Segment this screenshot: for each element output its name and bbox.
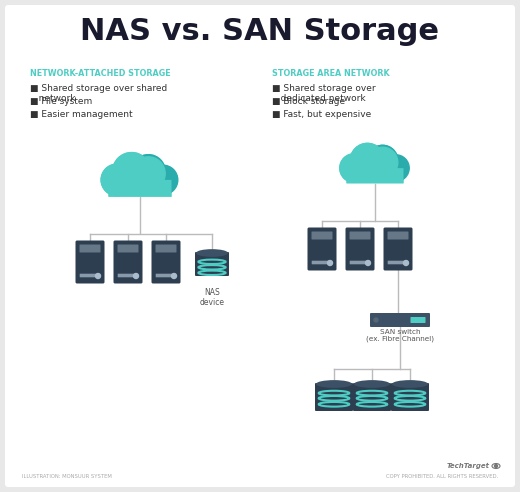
Circle shape — [383, 155, 409, 182]
FancyBboxPatch shape — [345, 227, 374, 271]
Circle shape — [101, 164, 133, 196]
Circle shape — [101, 164, 133, 196]
FancyBboxPatch shape — [151, 241, 180, 283]
Text: NETWORK-ATTACHED STORAGE: NETWORK-ATTACHED STORAGE — [30, 69, 171, 79]
FancyBboxPatch shape — [155, 245, 176, 252]
FancyBboxPatch shape — [387, 232, 409, 240]
FancyBboxPatch shape — [118, 245, 138, 252]
Circle shape — [328, 260, 332, 266]
FancyBboxPatch shape — [195, 252, 229, 276]
FancyBboxPatch shape — [118, 274, 138, 277]
FancyBboxPatch shape — [307, 227, 336, 271]
FancyBboxPatch shape — [349, 232, 370, 240]
Circle shape — [134, 274, 138, 278]
Circle shape — [350, 143, 384, 178]
FancyBboxPatch shape — [109, 178, 172, 197]
FancyBboxPatch shape — [384, 227, 412, 271]
Circle shape — [113, 153, 150, 190]
FancyBboxPatch shape — [346, 166, 404, 184]
Text: ■ Fast, but expensive: ■ Fast, but expensive — [272, 110, 371, 119]
Circle shape — [132, 157, 165, 190]
Text: NAS vs. SAN Storage: NAS vs. SAN Storage — [81, 18, 439, 47]
Circle shape — [368, 145, 398, 176]
FancyBboxPatch shape — [311, 232, 332, 240]
FancyBboxPatch shape — [155, 274, 176, 277]
Text: STORAGE AREA NETWORK: STORAGE AREA NETWORK — [272, 69, 389, 79]
FancyBboxPatch shape — [346, 168, 404, 184]
FancyBboxPatch shape — [315, 383, 353, 411]
FancyBboxPatch shape — [80, 274, 100, 277]
Text: TechTarget: TechTarget — [447, 463, 490, 469]
Text: ■ File system: ■ File system — [30, 97, 92, 106]
Ellipse shape — [196, 249, 228, 257]
Circle shape — [340, 154, 368, 183]
FancyBboxPatch shape — [410, 317, 425, 323]
Circle shape — [132, 154, 165, 188]
FancyBboxPatch shape — [349, 261, 370, 264]
Circle shape — [374, 318, 378, 322]
Text: NAS
device: NAS device — [200, 288, 225, 308]
FancyBboxPatch shape — [113, 241, 142, 283]
FancyBboxPatch shape — [311, 261, 332, 264]
FancyBboxPatch shape — [109, 180, 172, 197]
Circle shape — [368, 145, 398, 176]
Circle shape — [350, 143, 384, 178]
Text: ■ Block storage: ■ Block storage — [272, 97, 345, 106]
FancyBboxPatch shape — [353, 383, 391, 411]
Ellipse shape — [392, 380, 428, 388]
FancyBboxPatch shape — [370, 313, 430, 327]
Text: ■ Easier management: ■ Easier management — [30, 110, 133, 119]
FancyBboxPatch shape — [80, 245, 100, 252]
Circle shape — [148, 165, 178, 195]
Ellipse shape — [354, 380, 390, 388]
FancyBboxPatch shape — [75, 241, 105, 283]
Text: ■ Shared storage over
   dedicated network: ■ Shared storage over dedicated network — [272, 84, 375, 103]
Circle shape — [96, 274, 100, 278]
FancyBboxPatch shape — [5, 5, 515, 487]
Circle shape — [368, 147, 398, 178]
Text: ILLUSTRATION: MONSUUR SYSTEM: ILLUSTRATION: MONSUUR SYSTEM — [22, 473, 112, 479]
Circle shape — [366, 260, 370, 266]
Circle shape — [172, 274, 176, 278]
Circle shape — [404, 260, 409, 266]
Circle shape — [113, 153, 150, 190]
Text: COPY PROHIBITED. ALL RIGHTS RESERVED.: COPY PROHIBITED. ALL RIGHTS RESERVED. — [386, 473, 498, 479]
FancyBboxPatch shape — [388, 261, 408, 264]
FancyBboxPatch shape — [391, 383, 429, 411]
Circle shape — [495, 464, 498, 467]
Circle shape — [132, 154, 165, 188]
Circle shape — [340, 154, 368, 183]
Text: ■ Shared storage over shared
   network: ■ Shared storage over shared network — [30, 84, 167, 103]
Ellipse shape — [316, 380, 352, 388]
Text: SAN switch
(ex. Fibre Channel): SAN switch (ex. Fibre Channel) — [366, 329, 434, 342]
